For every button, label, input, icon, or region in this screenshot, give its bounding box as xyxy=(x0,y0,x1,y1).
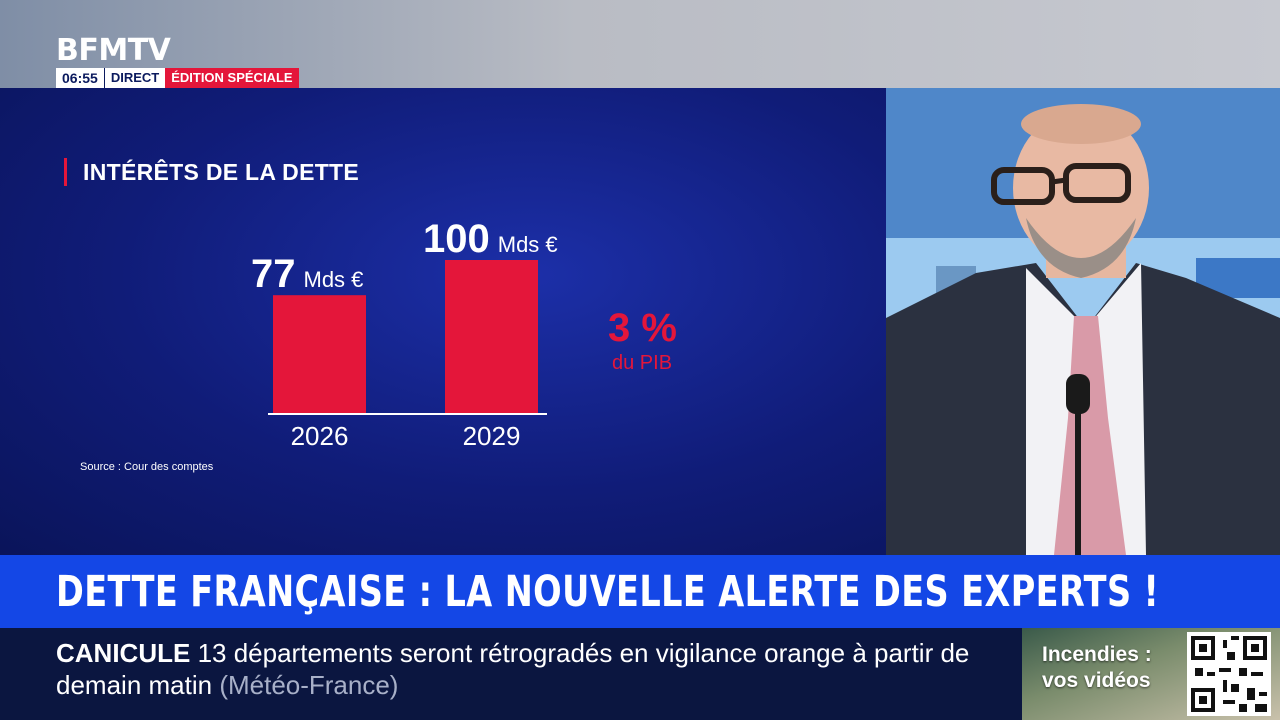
clock-time: 06:55 xyxy=(56,68,104,88)
headline-band: DETTE FRANÇAISE : LA NOUVELLE ALERTE DES… xyxy=(0,555,1280,628)
value-label-2026: 77 Mds € xyxy=(251,252,363,296)
guest-camera xyxy=(886,88,1280,555)
top-strip: BFMTV 06:55 DIRECT ÉDITION SPÉCIALE xyxy=(0,0,1280,88)
channel-logo: BFMTV xyxy=(56,33,171,68)
promo-box[interactable]: Incendies : vos vidéos xyxy=(1022,628,1280,720)
chart-panel: INTÉRÊTS DE LA DETTE 77 Mds € 2026 100 Mds €… xyxy=(0,88,886,555)
bar-chart: 77 Mds € 2026 100 Mds € 2029 xyxy=(251,217,558,451)
bar-2026 xyxy=(273,295,366,413)
gdp-share-caption: du PIB xyxy=(612,352,673,374)
tick-label-2029: 2029 xyxy=(463,421,521,451)
edition-badge: ÉDITION SPÉCIALE xyxy=(165,68,299,88)
headline-text: DETTE FRANÇAISE : LA NOUVELLE ALERTE DES… xyxy=(56,566,1160,617)
chart-title: INTÉRÊTS DE LA DETTE xyxy=(64,158,359,186)
ticker-message: 13 départements seront rétrogradés en vi… xyxy=(56,638,970,700)
ticker-source: (Météo-France) xyxy=(219,670,399,700)
gdp-share-value: 3 % xyxy=(608,306,677,350)
ticker-label: CANICULE xyxy=(56,638,191,668)
live-bar: 06:55 DIRECT ÉDITION SPÉCIALE xyxy=(56,68,299,88)
ticker-text: CANICULE 13 départements seront rétrogra… xyxy=(56,637,1006,701)
chart-source: Source : Cour des comptes xyxy=(80,461,214,473)
promo-text: Incendies : vos vidéos xyxy=(1042,642,1152,694)
news-ticker: CANICULE 13 départements seront rétrogra… xyxy=(0,628,1022,720)
qr-code-icon xyxy=(1187,632,1271,716)
tick-label-2026: 2026 xyxy=(291,421,349,451)
live-label: DIRECT xyxy=(103,68,166,88)
guest-portrait xyxy=(886,88,1280,555)
value-label-2029: 100 Mds € xyxy=(423,217,558,261)
promo-line-2: vos vidéos xyxy=(1042,669,1151,692)
bar-2029 xyxy=(445,260,538,413)
promo-line-1: Incendies : xyxy=(1042,643,1152,666)
